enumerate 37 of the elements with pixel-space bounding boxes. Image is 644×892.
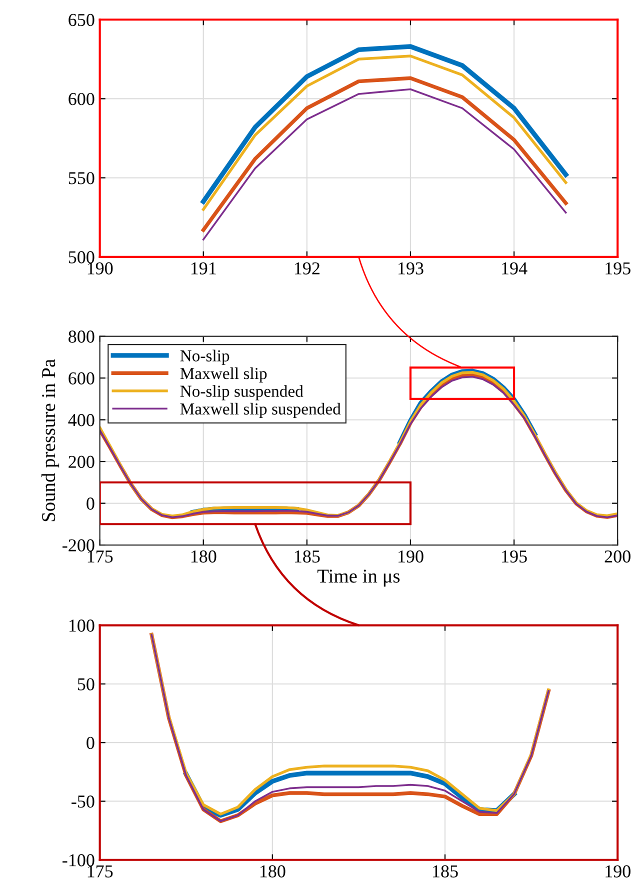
legend-label: Maxwell slip: [180, 367, 267, 383]
y-tick-label: 100: [69, 620, 94, 632]
x-tick-label: 180: [191, 550, 216, 563]
y-axis-title: Sound pressure in Pa: [41, 359, 60, 522]
y-tick-label: 500: [68, 251, 94, 264]
y-tick-label: 600: [68, 92, 94, 106]
x-tick-label: 195: [606, 262, 630, 274]
y-tick-label: -200: [62, 539, 94, 552]
x-tick-label: 195: [502, 550, 527, 563]
y-tick-label: 50: [78, 678, 94, 690]
y-tick-label: 400: [68, 414, 94, 426]
x-tick-label: 180: [260, 865, 286, 878]
x-tick-label: 192: [294, 262, 320, 274]
x-tick-label: 200: [604, 550, 630, 563]
y-tick-label: 0: [86, 498, 94, 510]
y-tick-label: 800: [68, 330, 94, 343]
x-tick-label: 190: [606, 865, 630, 878]
x-tick-label: 190: [88, 262, 113, 274]
y-tick-label: 650: [68, 14, 94, 26]
x-axis-title: Time in μs: [317, 570, 400, 587]
legend-label: No-slip suspended: [180, 385, 304, 400]
y-tick-label: 0: [86, 736, 94, 750]
x-tick-label: 175: [88, 550, 113, 563]
x-tick-label: 185: [294, 550, 320, 563]
x-tick-label: 191: [191, 262, 216, 274]
x-tick-label: 185: [433, 865, 458, 878]
y-tick-label: 550: [68, 172, 94, 184]
x-tick-label: 175: [88, 865, 113, 878]
y-tick-label: -100: [62, 854, 94, 866]
y-tick-label: 200: [68, 456, 94, 468]
x-tick-label: 193: [398, 262, 424, 274]
x-tick-label: 194: [502, 262, 528, 274]
y-tick-label: -50: [72, 795, 94, 808]
legend-label: No-slip: [180, 350, 230, 365]
y-tick-label: 600: [68, 372, 94, 384]
legend-label: Maxwell slip suspended: [180, 402, 341, 418]
x-tick-label: 190: [398, 550, 424, 563]
